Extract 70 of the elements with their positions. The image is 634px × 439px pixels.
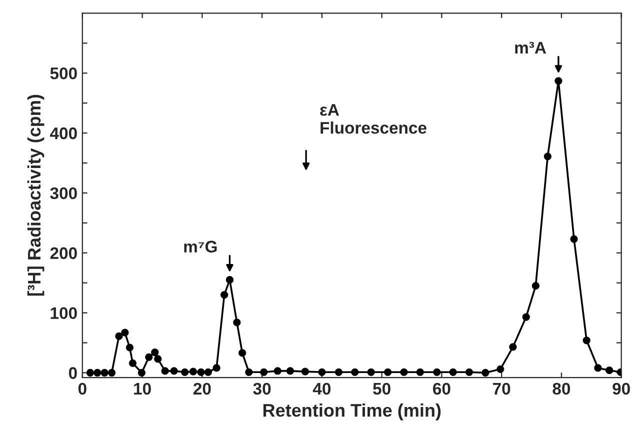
point xyxy=(220,291,228,299)
point xyxy=(318,368,326,376)
x-tick-label: 30 xyxy=(253,382,271,395)
y-tick-label: 100 xyxy=(50,307,77,320)
y-tick-label: 400 xyxy=(50,127,77,140)
point xyxy=(86,368,94,377)
point xyxy=(367,368,375,376)
point xyxy=(351,368,359,376)
point xyxy=(115,332,123,340)
annotation: m³A xyxy=(515,42,546,54)
point xyxy=(416,368,424,376)
point xyxy=(138,368,146,377)
point xyxy=(161,367,169,375)
point xyxy=(286,367,294,375)
point xyxy=(154,355,162,363)
point xyxy=(204,368,212,376)
x-tick-label: 20 xyxy=(193,382,211,395)
point xyxy=(197,368,205,376)
x-tick-label: 0 xyxy=(78,382,86,395)
point xyxy=(126,344,134,352)
point xyxy=(189,368,198,376)
x-tick-label: 70 xyxy=(493,382,510,395)
point xyxy=(582,336,590,344)
point xyxy=(532,282,540,290)
point xyxy=(238,349,246,357)
x-tick-label: 60 xyxy=(433,382,450,395)
point xyxy=(570,235,578,243)
point xyxy=(151,348,159,356)
point xyxy=(400,368,408,376)
point xyxy=(180,368,189,376)
point xyxy=(226,276,234,284)
point xyxy=(449,368,457,376)
point xyxy=(170,367,178,375)
y-tick-label: 300 xyxy=(50,187,77,200)
point xyxy=(260,368,268,376)
y-tick-label: 200 xyxy=(50,247,77,260)
point xyxy=(433,368,441,376)
x-tick-label: 90 xyxy=(612,382,630,395)
point xyxy=(128,359,137,367)
point xyxy=(301,368,309,376)
point xyxy=(606,366,614,374)
point xyxy=(522,313,530,321)
point xyxy=(100,368,108,377)
y-tick-label: 500 xyxy=(50,68,77,80)
point xyxy=(509,343,517,351)
point xyxy=(212,364,220,372)
point xyxy=(94,368,102,377)
point xyxy=(233,318,241,326)
x-tick-label: 40 xyxy=(312,382,331,395)
point xyxy=(554,77,562,85)
point xyxy=(544,152,552,160)
x-tick-label: 80 xyxy=(552,382,570,395)
point xyxy=(274,367,282,375)
point xyxy=(108,368,116,377)
annotation: εA Fluorescence xyxy=(320,104,426,134)
y-tick-label: 0 xyxy=(68,367,77,379)
point xyxy=(121,328,129,336)
annotation: m⁷G xyxy=(184,240,217,253)
point xyxy=(496,365,504,373)
point xyxy=(384,368,392,376)
point xyxy=(594,364,602,372)
x-tick-label: 50 xyxy=(373,382,390,395)
point xyxy=(465,368,474,376)
point xyxy=(245,368,253,376)
point xyxy=(334,368,343,376)
y-axis-title: [³H] Radioactivity (cpm) xyxy=(27,94,44,296)
x-axis-title: Retention Time (min) xyxy=(263,403,441,420)
point xyxy=(145,353,153,361)
point xyxy=(482,368,490,377)
x-tick-label: 10 xyxy=(134,382,151,395)
